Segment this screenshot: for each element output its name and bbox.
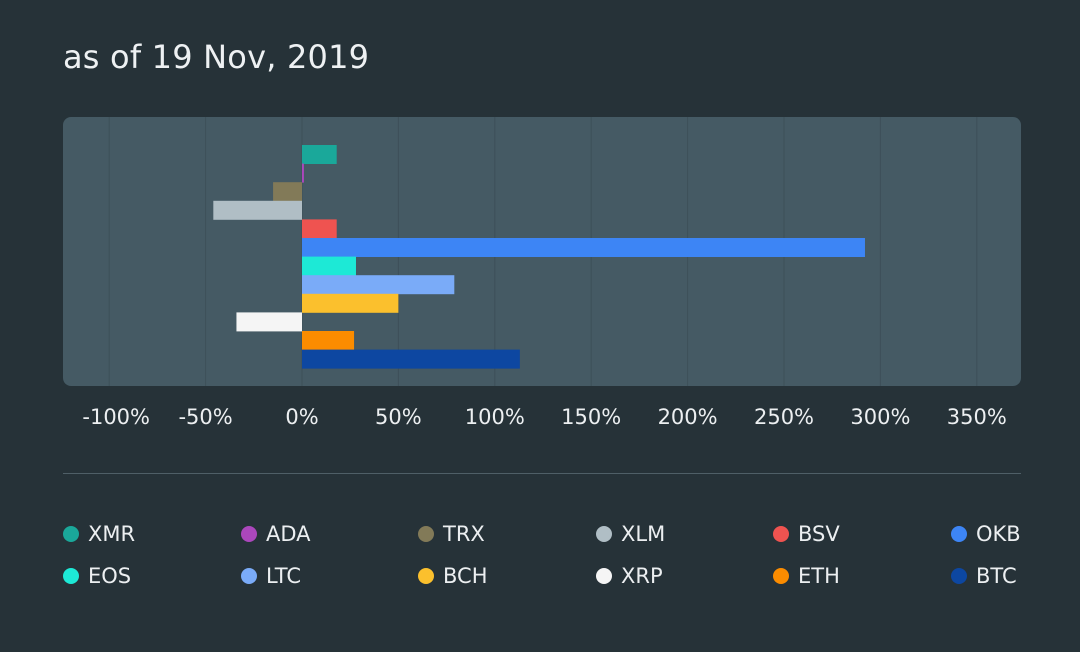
legend-label: XRP xyxy=(621,564,663,588)
bar-xmr xyxy=(302,145,337,164)
legend-swatch-icon xyxy=(773,568,789,584)
legend-item-btc[interactable]: BTC xyxy=(951,564,1017,588)
legend-label: XLM xyxy=(621,522,666,546)
legend-label: BTC xyxy=(976,564,1017,588)
bar-trx xyxy=(273,182,302,202)
chart-title: as of 19 Nov, 2019 xyxy=(63,38,370,76)
bar-eos xyxy=(302,256,356,276)
tick-label-9: 350% xyxy=(946,405,1007,429)
tick-label-6: 200% xyxy=(657,405,718,429)
legend-item-eos[interactable]: EOS xyxy=(63,564,131,588)
legend-item-okb[interactable]: OKB xyxy=(951,522,1021,546)
bar-btc xyxy=(302,349,520,369)
legend-label: EOS xyxy=(88,564,132,588)
legend-swatch-icon xyxy=(773,526,789,542)
legend-label: XMR xyxy=(88,522,136,546)
bar-bch xyxy=(302,293,399,313)
bars xyxy=(213,145,865,369)
legend-swatch-icon xyxy=(418,568,434,584)
bar-ada xyxy=(302,163,304,183)
bar-bsv xyxy=(302,219,337,239)
legend-item-xlm[interactable]: XLM xyxy=(596,522,665,546)
legend-swatch-icon xyxy=(596,526,612,542)
legend-label: OKB xyxy=(976,522,1021,546)
legend-item-eth[interactable]: ETH xyxy=(773,564,840,588)
tick-label-0: -100% xyxy=(82,405,150,429)
legend-label: ADA xyxy=(266,522,311,546)
tick-label-5: 150% xyxy=(561,405,622,429)
tick-label-4: 100% xyxy=(464,405,525,429)
tick-label-3: 50% xyxy=(375,405,422,429)
legend-swatch-icon xyxy=(951,526,967,542)
tick-label-1: -50% xyxy=(178,405,233,429)
tick-label-7: 250% xyxy=(753,405,815,429)
legend-label: LTC xyxy=(266,564,302,588)
bar-okb xyxy=(302,238,865,257)
legend-item-xrp[interactable]: XRP xyxy=(596,564,663,588)
legend-swatch-icon xyxy=(63,568,79,584)
legend-label: ETH xyxy=(798,564,840,588)
legend-label: BCH xyxy=(443,564,488,588)
legend-swatch-icon xyxy=(596,568,612,584)
legend-swatch-icon xyxy=(241,526,257,542)
tick-label-2: 0% xyxy=(285,405,319,429)
legend-label: TRX xyxy=(443,522,485,546)
legend-swatch-icon xyxy=(241,568,257,584)
legend-swatch-icon xyxy=(418,526,434,542)
bar-eth xyxy=(302,331,355,350)
legend-item-ada[interactable]: ADA xyxy=(241,522,311,546)
legend-swatch-icon xyxy=(63,526,79,542)
tick-label-8: 300% xyxy=(850,405,911,429)
legend-item-bsv[interactable]: BSV xyxy=(773,522,840,546)
legend-item-ltc[interactable]: LTC xyxy=(241,564,301,588)
bar-ltc xyxy=(302,275,455,295)
bar-xrp xyxy=(236,312,302,332)
bar-xlm xyxy=(213,200,302,220)
legend-swatch-icon xyxy=(951,568,967,584)
legend-label: BSV xyxy=(798,522,840,546)
legend-item-xmr[interactable]: XMR xyxy=(63,522,135,546)
divider xyxy=(63,473,1021,474)
legend-item-bch[interactable]: BCH xyxy=(418,564,488,588)
legend-item-trx[interactable]: TRX xyxy=(418,522,485,546)
